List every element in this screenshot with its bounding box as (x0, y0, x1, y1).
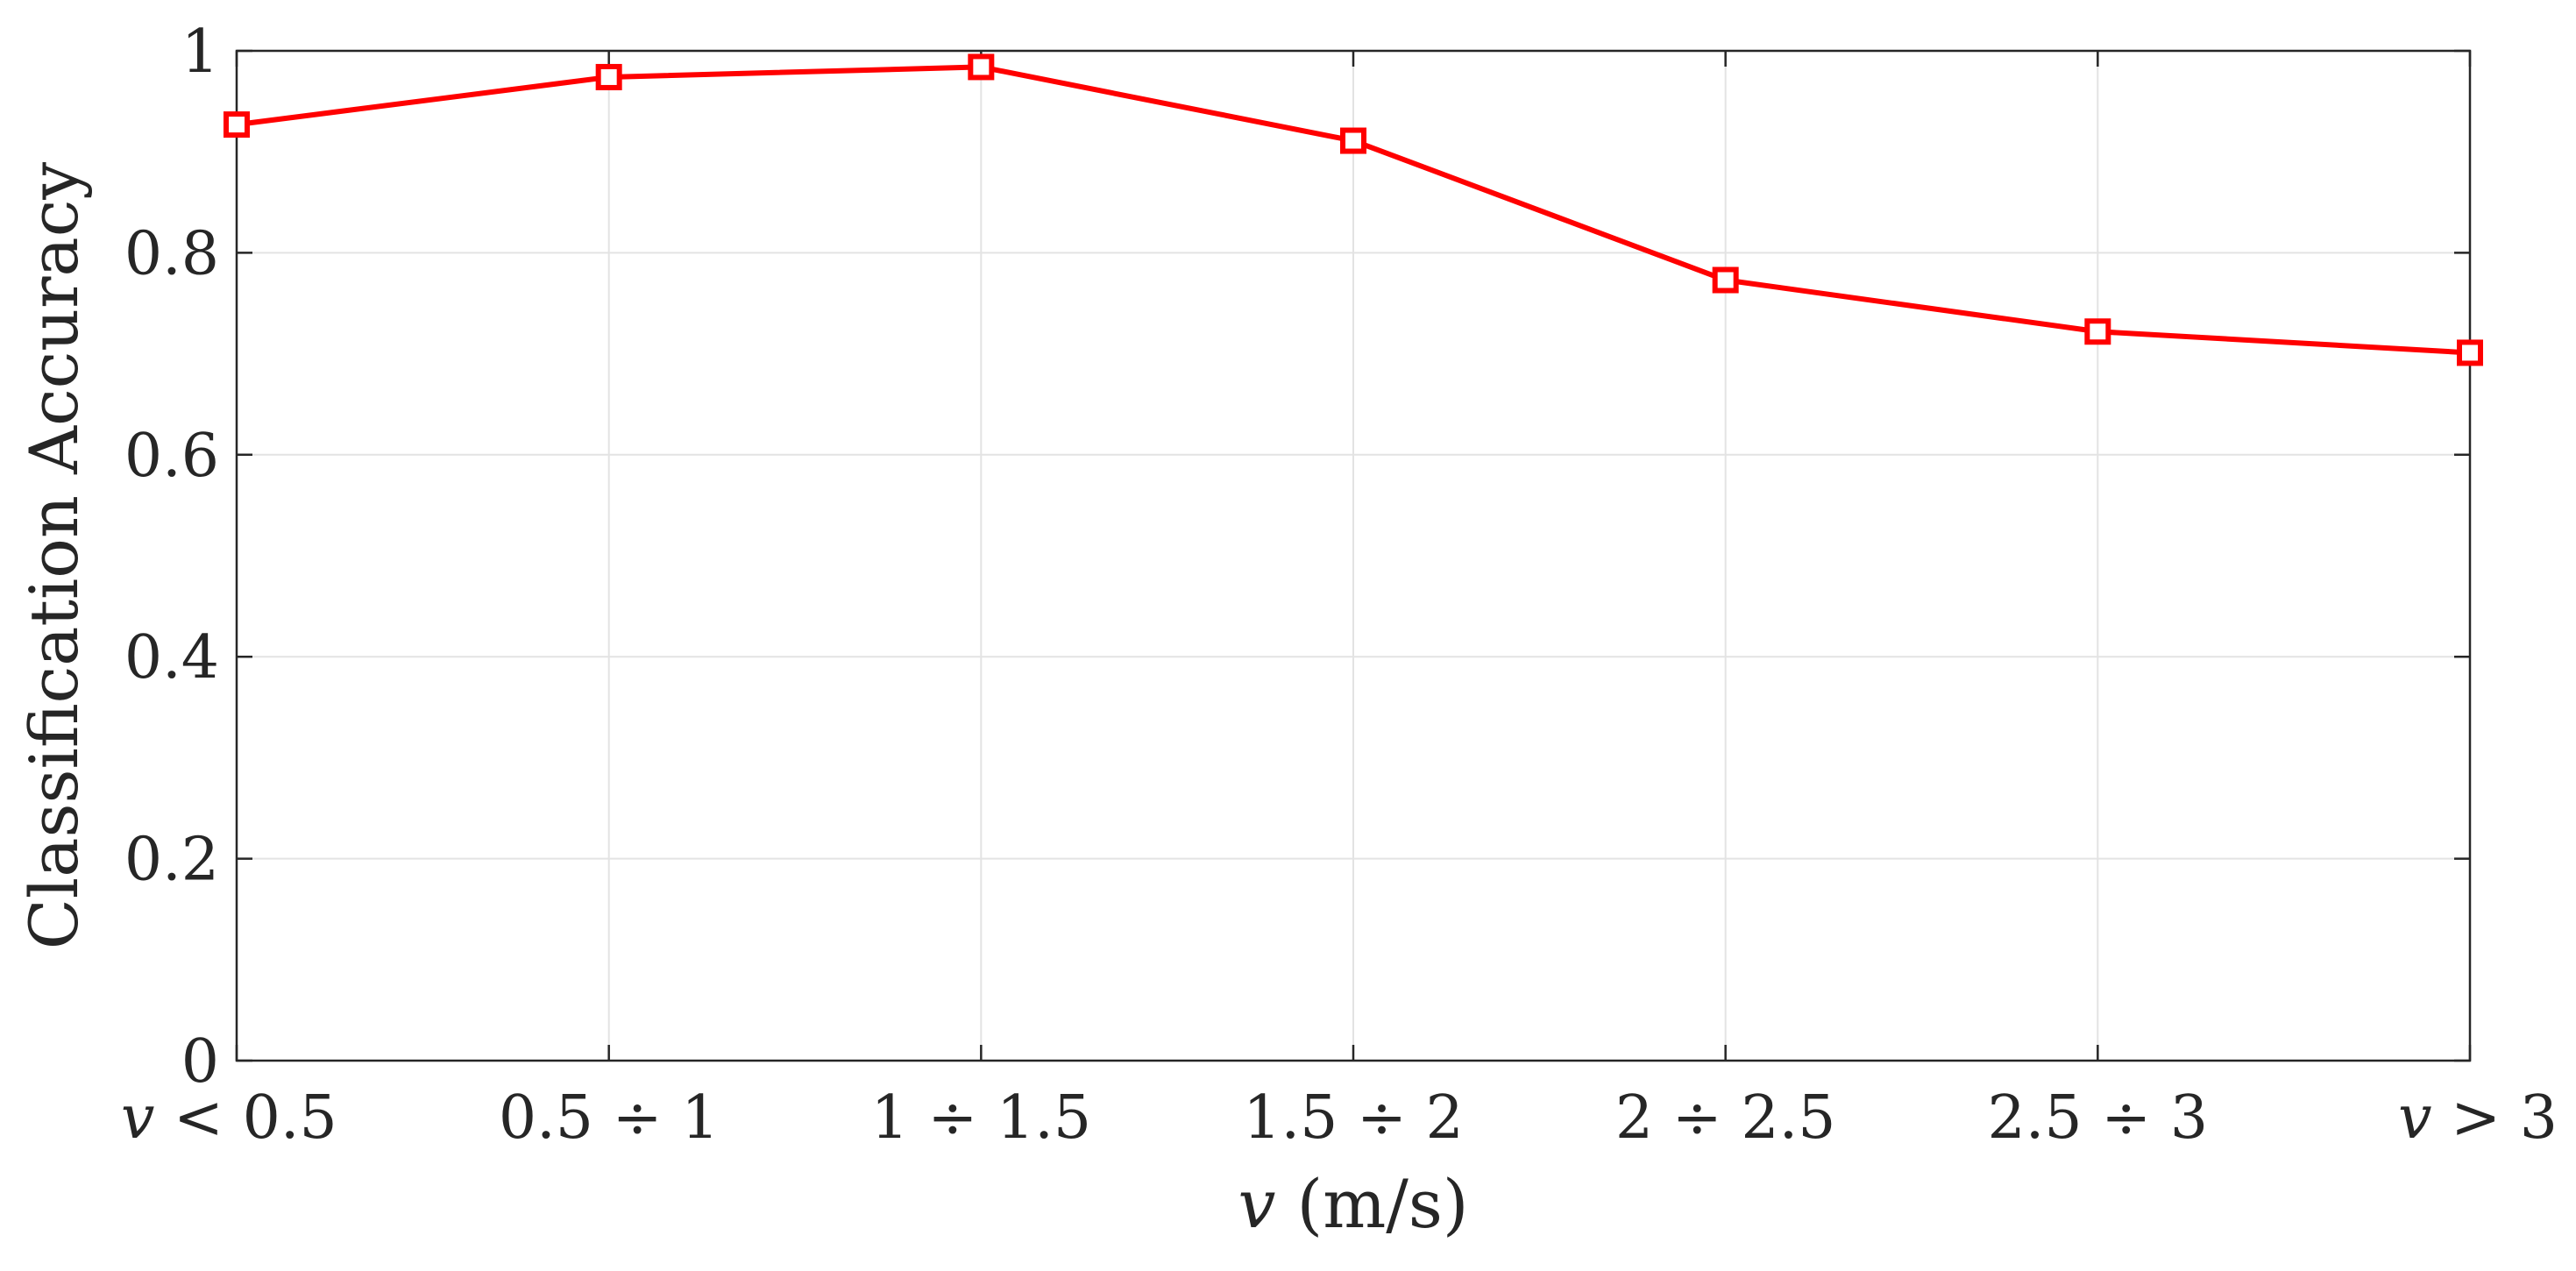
y-tick-label: 0 (181, 1027, 219, 1097)
x-tick-label-text: 1.5 ÷ 2 (1243, 1083, 1464, 1153)
data-point-marker (1712, 266, 1739, 294)
data-point-marker (1340, 127, 1366, 154)
x-tick-label-variable: v (2398, 1083, 2431, 1153)
x-axis-tick-labels: v < 0.5 0.5 ÷ 1 1 ÷ 1.5 1.5 ÷ 2 2 ÷ 2.5 2.5 ÷… (121, 1083, 2558, 1153)
y-tick-label: 0.4 (124, 623, 219, 692)
data-point-marker (968, 53, 995, 81)
x-axis-label: v (m/s) (1238, 1165, 1468, 1243)
x-tick-label: 2.5 ÷ 3 (1988, 1083, 2209, 1153)
data-point-marker (2457, 339, 2483, 366)
y-axis-label: Classification Accuracy (15, 162, 93, 950)
y-tick-label: 0.8 (124, 219, 219, 288)
x-tick-label: 1 ÷ 1.5 (871, 1083, 1092, 1153)
x-tick-label: 2 ÷ 2.5 (1615, 1083, 1836, 1153)
y-axis-tick-labels: 0 0.2 0.4 0.6 0.8 1 (124, 18, 219, 1097)
data-point-marker (595, 63, 622, 90)
data-point-marker (2084, 318, 2111, 345)
x-tick-label: 1.5 ÷ 2 (1243, 1083, 1464, 1153)
y-tick-label: 0.2 (124, 826, 219, 895)
series-layer (224, 53, 2483, 366)
x-tick-label: v < 0.5 (121, 1083, 337, 1153)
x-tick-label: 0.5 ÷ 1 (499, 1083, 720, 1153)
y-tick-label: 0.6 (124, 422, 219, 491)
x-axis-label-variable: v (1238, 1165, 1275, 1243)
x-tick-label-text: > 3 (2432, 1083, 2558, 1153)
x-tick-label-text: < 0.5 (154, 1083, 337, 1153)
x-tick-label-text: 0.5 ÷ 1 (499, 1083, 720, 1153)
x-tick-label-text: 2 ÷ 2.5 (1615, 1083, 1836, 1153)
x-tick-label-text: 2.5 ÷ 3 (1988, 1083, 2209, 1153)
x-axis-label-unit: (m/s) (1275, 1165, 1468, 1243)
grid-lines (236, 50, 2471, 1062)
y-tick-label: 1 (181, 18, 219, 87)
x-tick-label: v > 3 (2398, 1083, 2558, 1153)
data-point-marker (224, 111, 250, 138)
x-tick-label-variable: v (121, 1083, 154, 1153)
x-tick-label-text: 1 ÷ 1.5 (871, 1083, 1092, 1153)
